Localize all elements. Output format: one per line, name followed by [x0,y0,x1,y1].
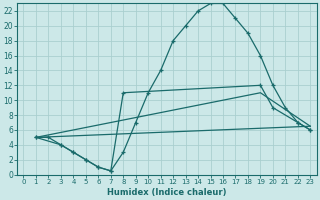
X-axis label: Humidex (Indice chaleur): Humidex (Indice chaleur) [107,188,227,197]
